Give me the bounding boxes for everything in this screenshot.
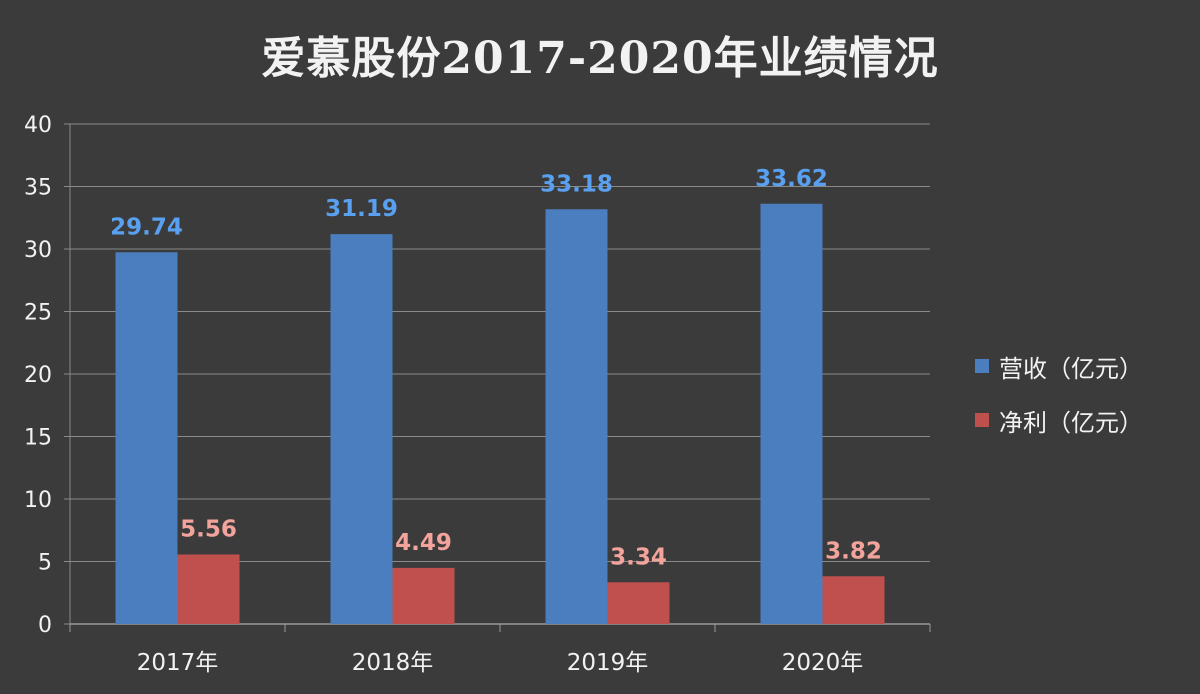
x-tick-label: 2020年 — [782, 650, 864, 676]
y-tick-label: 40 — [24, 113, 52, 138]
bar-revenue — [545, 209, 608, 624]
legend-label-profit: 净利（亿元） — [999, 408, 1143, 437]
data-label-profit: 3.82 — [825, 538, 882, 564]
data-label-profit: 5.56 — [180, 517, 237, 543]
data-label-profit: 4.49 — [395, 530, 452, 556]
y-tick-label: 10 — [24, 488, 52, 513]
bar-revenue — [760, 203, 823, 624]
bar-revenue — [330, 234, 393, 624]
y-tick-label: 25 — [24, 301, 52, 326]
data-label-profit: 3.34 — [610, 544, 667, 570]
legend-label-revenue: 营收（亿元） — [999, 354, 1143, 383]
data-label-revenue: 33.18 — [540, 171, 613, 197]
legend-swatch-revenue — [975, 359, 989, 373]
legend-swatch-profit — [975, 413, 989, 427]
legend-item-profit: 净利（亿元） — [975, 404, 1143, 437]
legend: 营收（亿元） 净利（亿元） — [975, 350, 1143, 458]
y-tick-label: 30 — [24, 238, 52, 263]
y-tick-label: 35 — [24, 176, 52, 201]
bar-profit — [392, 567, 455, 624]
legend-item-revenue: 营收（亿元） — [975, 350, 1143, 383]
x-tick-label: 2019年 — [567, 650, 649, 676]
x-tick-label: 2018年 — [352, 650, 434, 676]
data-label-revenue: 29.74 — [110, 214, 183, 240]
bar-revenue — [115, 252, 178, 624]
y-tick-label: 5 — [38, 551, 52, 576]
y-tick-label: 20 — [24, 363, 52, 388]
bar-profit — [177, 554, 240, 624]
y-tick-label: 15 — [24, 426, 52, 451]
bar-profit — [607, 582, 670, 624]
x-tick-label: 2017年 — [137, 650, 219, 676]
data-label-revenue: 33.62 — [755, 166, 828, 192]
bar-profit — [822, 576, 885, 624]
chart-title: 爱慕股份2017-2020年业绩情况 — [261, 33, 939, 84]
y-tick-label: 0 — [38, 613, 52, 638]
data-label-revenue: 31.19 — [325, 196, 398, 222]
